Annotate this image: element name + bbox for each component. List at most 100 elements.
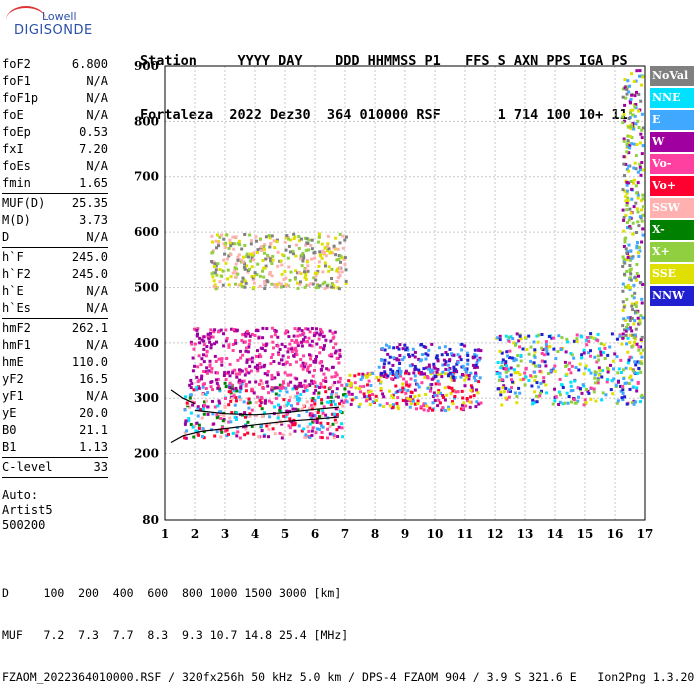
echo-point: [531, 398, 535, 402]
echo-point: [270, 401, 274, 405]
echo-point: [569, 389, 573, 393]
echo-point: [331, 365, 334, 369]
echo-point: [628, 84, 632, 88]
echo-point: [546, 352, 550, 356]
echo-point: [218, 268, 222, 271]
echo-point: [309, 357, 313, 361]
echo-point: [309, 403, 313, 407]
echo-point: [594, 371, 598, 374]
x-tick-label: 15: [577, 527, 594, 541]
echo-point: [211, 335, 215, 339]
echo-point: [475, 388, 478, 392]
echo-point: [263, 251, 266, 255]
echo-point: [627, 382, 631, 385]
echo-point: [602, 351, 605, 355]
echo-point: [452, 366, 456, 370]
echo-point: [535, 334, 539, 338]
echo-point: [428, 406, 432, 410]
echo-point: [334, 253, 338, 257]
echo-point: [598, 369, 602, 372]
echo-point: [305, 237, 309, 241]
echo-point: [425, 366, 429, 370]
echo-point: [391, 363, 395, 367]
echo-point: [319, 345, 322, 349]
echo-point: [634, 103, 638, 106]
echo-point: [278, 386, 282, 390]
echo-point: [507, 395, 511, 399]
echo-point: [396, 375, 400, 379]
echo-point: [308, 436, 312, 439]
echo-point: [626, 196, 630, 200]
echo-point: [282, 380, 285, 384]
echo-point: [424, 352, 428, 356]
echo-point: [220, 363, 224, 367]
echo-point: [213, 328, 217, 332]
echo-point: [302, 389, 306, 393]
echo-point: [635, 246, 639, 250]
echo-point: [230, 327, 233, 331]
echo-point: [561, 402, 565, 406]
echo-point: [596, 354, 600, 358]
echo-point: [231, 343, 235, 346]
echo-point: [217, 330, 220, 334]
param-value: 0.53: [79, 125, 108, 139]
echo-point: [504, 386, 508, 390]
echo-point: [267, 391, 271, 395]
echo-point: [512, 368, 516, 372]
echo-point: [286, 256, 290, 260]
echo-point: [317, 264, 321, 268]
echo-point: [436, 359, 440, 363]
echo-point: [540, 346, 544, 350]
echo-point: [337, 257, 341, 261]
echo-point: [604, 393, 608, 397]
echo-point: [401, 347, 405, 351]
echo-point: [566, 340, 570, 344]
echo-point: [622, 257, 626, 261]
echo-point: [215, 416, 219, 420]
echo-point: [623, 103, 627, 107]
echo-point: [505, 364, 508, 368]
echo-point: [320, 385, 323, 389]
echo-point: [208, 340, 212, 344]
echo-point: [272, 239, 276, 243]
echo-point: [276, 344, 280, 348]
echo-point: [306, 269, 310, 273]
echo-point: [378, 403, 382, 407]
echo-point: [600, 398, 604, 402]
echo-point: [276, 335, 280, 339]
echo-point: [636, 170, 640, 174]
echo-point: [444, 409, 448, 413]
echo-point: [565, 337, 569, 341]
echo-point: [386, 352, 390, 356]
echo-point: [570, 364, 574, 368]
echo-point: [405, 398, 409, 402]
echo-point: [262, 365, 266, 369]
echo-point: [284, 329, 288, 333]
param-value: 33: [93, 460, 108, 474]
echo-point: [285, 284, 289, 288]
echo-point: [289, 380, 293, 384]
echo-point: [629, 374, 633, 378]
echo-point: [625, 191, 629, 195]
echo-point: [624, 285, 627, 289]
echo-point: [575, 337, 579, 341]
echo-point: [217, 399, 221, 403]
echo-point: [248, 401, 252, 405]
echo-point: [338, 274, 342, 278]
echo-point: [338, 354, 342, 358]
x-tick-label: 16: [607, 527, 624, 541]
echo-point: [511, 337, 515, 341]
echo-point: [415, 407, 418, 411]
echo-point: [293, 384, 297, 388]
plot-frame: [164, 65, 646, 521]
echo-point: [277, 353, 281, 356]
echo-point: [606, 366, 609, 370]
echo-point: [628, 316, 632, 320]
echo-point: [216, 262, 220, 266]
echo-point: [332, 246, 336, 250]
echo-point: [427, 363, 431, 367]
echo-point: [243, 373, 247, 377]
echo-point: [304, 433, 308, 437]
echo-point: [402, 355, 406, 359]
echo-point: [241, 333, 245, 337]
